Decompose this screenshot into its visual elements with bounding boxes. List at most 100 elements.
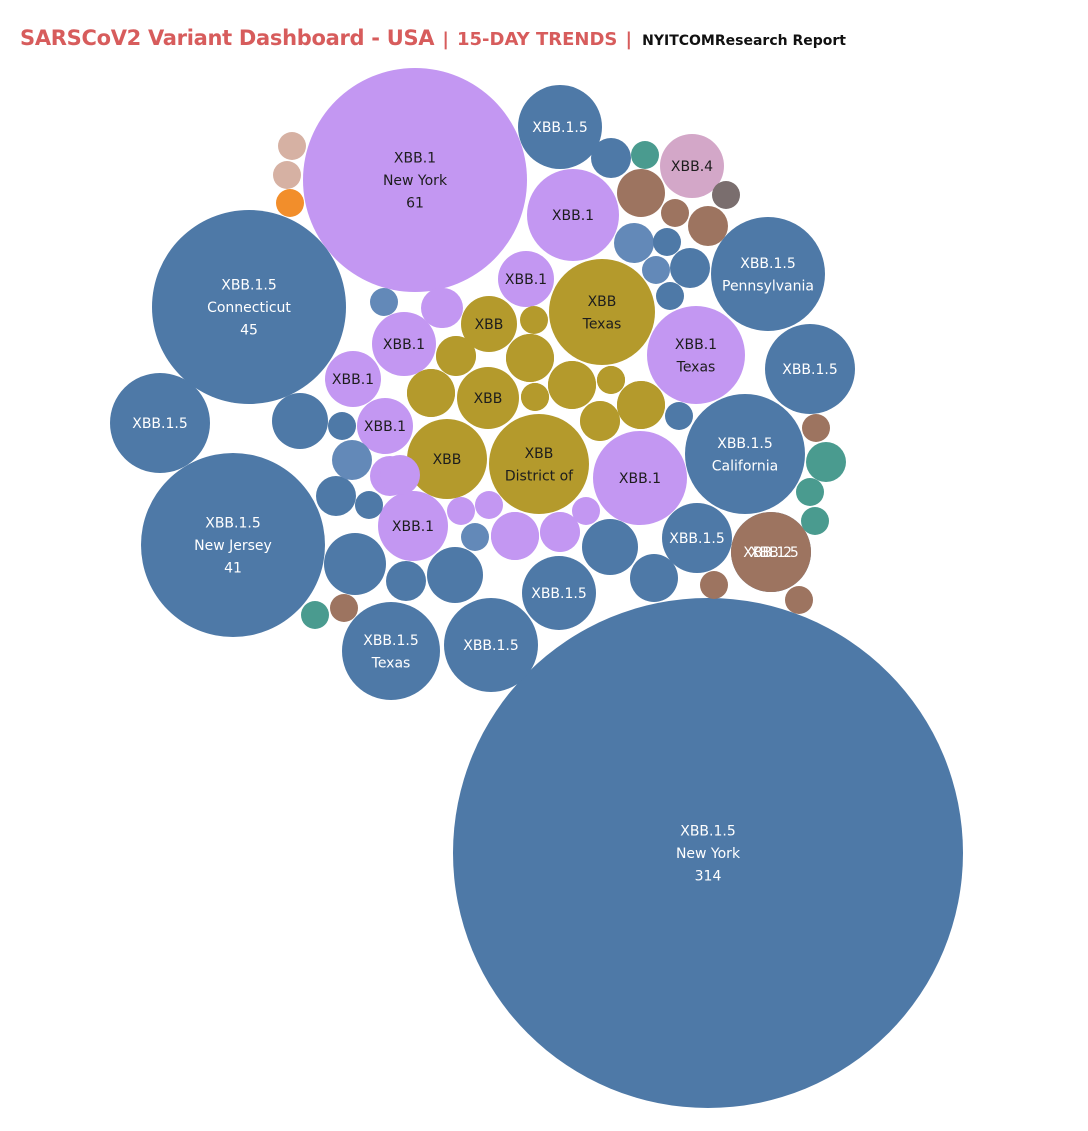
bubble-xbb-1-5[interactable]: [332, 440, 372, 480]
bubble-xbb-1-5[interactable]: [591, 138, 631, 178]
bubble-label: New Jersey: [194, 538, 272, 554]
bubble-xbb-2[interactable]: [806, 442, 846, 482]
bubble-label: XBB.1.5: [717, 436, 773, 452]
bubble-xbb-1-5[interactable]: [582, 519, 638, 575]
bubble-label: XBB: [474, 391, 503, 407]
bubble-xbb-1[interactable]: [498, 251, 554, 307]
bubble-xbb-1-5[interactable]: [765, 324, 855, 414]
bubble-xbb-1-5[interactable]: [522, 556, 596, 630]
bubble-xbb-2[interactable]: [785, 586, 813, 614]
bubble-xbb-1-5[interactable]: [642, 256, 670, 284]
bubble-xbb-1-5[interactable]: [662, 503, 732, 573]
bubble-label: XBB: [475, 317, 504, 333]
bubble-xbb-1-5[interactable]: [342, 602, 440, 700]
bubble-xbb-1-5[interactable]: [328, 412, 356, 440]
bubble-xbb-1-5[interactable]: [272, 393, 328, 449]
bubble-xbb-1-5[interactable]: [461, 523, 489, 551]
bubble-label: XBB.1: [675, 337, 717, 353]
bubble-xbb-1-5[interactable]: [355, 491, 383, 519]
bubble-xbb-2[interactable]: [661, 199, 689, 227]
bubble-xbb-1-5[interactable]: [711, 217, 825, 331]
bubble-bq-1[interactable]: [273, 161, 301, 189]
bubble-xbb-1-5[interactable]: [685, 394, 805, 514]
bubble-xbb-1-5[interactable]: [614, 223, 654, 263]
bubble-xbb-1-5[interactable]: [572, 497, 600, 525]
bubble-xbb-1-5[interactable]: [316, 476, 356, 516]
bubble-xbb-1-5[interactable]: [630, 554, 678, 602]
bubble-xbb-1-5[interactable]: [656, 282, 684, 310]
bubble-xbb[interactable]: [461, 296, 517, 352]
bubble-bq-1-1[interactable]: [631, 141, 659, 169]
bubble-label: XBB.1: [392, 519, 434, 535]
bubble-ba-5[interactable]: [712, 181, 740, 209]
bubble-xbb-1[interactable]: [540, 512, 580, 552]
bubble-xbb[interactable]: [407, 419, 487, 499]
bubble-xbb-1[interactable]: [378, 491, 448, 561]
bubble-xbb-1[interactable]: [357, 398, 413, 454]
bubble-xbb-1-5[interactable]: [324, 533, 386, 595]
title-separator-2: |: [625, 29, 633, 50]
bubble-xbb-1-5[interactable]: [453, 598, 963, 1108]
bubble-xbb-1-5[interactable]: [665, 402, 693, 430]
bubble-xbb-1-5[interactable]: [386, 561, 426, 601]
bubble-label: 61: [406, 196, 424, 212]
bubble-xbb-1-5[interactable]: [447, 497, 475, 525]
bubble-bq-1-1[interactable]: [796, 478, 824, 506]
bubble-xbb[interactable]: [580, 401, 620, 441]
bubble-xbb-1[interactable]: [436, 336, 476, 376]
bubble-xbb-1-5[interactable]: [670, 248, 710, 288]
bubble-bq-1-1[interactable]: [301, 601, 329, 629]
bubble-xbb-2[interactable]: [688, 206, 728, 246]
bubble-label: XBB.1: [364, 419, 406, 435]
bubble-xbb[interactable]: [489, 414, 589, 514]
bubble-bq-1-1[interactable]: [278, 132, 306, 160]
bubble-xbb[interactable]: [617, 169, 665, 217]
bubble-xbb-2[interactable]: [731, 512, 811, 592]
bubble-xbb-1[interactable]: [303, 68, 527, 292]
bubble-label: XBB.1.5: [205, 516, 261, 532]
bubble-xbb-1[interactable]: [372, 312, 436, 376]
bubble-label: XBB.1: [619, 471, 661, 487]
bubble-xbb-1-5[interactable]: [427, 547, 483, 603]
bubble-xbb-1-5[interactable]: [653, 228, 681, 256]
bubble-xbb-1[interactable]: [527, 169, 619, 261]
bubble-label: Connecticut: [207, 300, 291, 316]
bubble-label: XBB.1: [552, 208, 594, 224]
bubble-xbb-1[interactable]: [647, 306, 745, 404]
bubble-xbb-1[interactable]: [380, 455, 420, 495]
bubble-xbb[interactable]: [506, 334, 554, 382]
bubble-label: XBB.1: [394, 151, 436, 167]
bubble-bq-1-1[interactable]: [801, 507, 829, 535]
title-separator: |: [442, 29, 449, 50]
bubble-label: XBB.1.5: [680, 824, 736, 840]
bubble-xbb[interactable]: [521, 383, 549, 411]
bubble-xbb-1-5[interactable]: [141, 453, 325, 637]
bubble-xbb-2[interactable]: [700, 571, 728, 599]
bubble-xbb-1-5[interactable]: [110, 373, 210, 473]
bubble-label: XBB.1.5: [669, 531, 725, 547]
bubble-label: XBB.1.5: [221, 278, 277, 294]
bubble-xbb[interactable]: [617, 381, 665, 429]
bubble-xbb-2[interactable]: [802, 414, 830, 442]
bubble-xbb[interactable]: [597, 366, 625, 394]
bubble-label: XBB: [525, 446, 554, 462]
bubble-xbb-4[interactable]: [660, 134, 724, 198]
bubble-xbb-1-5[interactable]: [518, 85, 602, 169]
bubble-xbb[interactable]: [548, 361, 596, 409]
bubble-xbb[interactable]: [457, 367, 519, 429]
bubble-bq-1[interactable]: [276, 189, 304, 217]
bubble-label: XBB.1: [505, 272, 547, 288]
bubble-xbb-1-5[interactable]: [475, 491, 503, 519]
bubble-xbb-1[interactable]: [593, 431, 687, 525]
bubble-xbb-1[interactable]: [491, 512, 539, 560]
bubble-xbb-1-5[interactable]: [444, 598, 538, 692]
bubble-xbb-1-5[interactable]: [152, 210, 346, 404]
bubble-xbb-2[interactable]: [330, 594, 358, 622]
bubble-xbb-1-5[interactable]: [370, 288, 398, 316]
bubble-xbb-1[interactable]: [325, 351, 381, 407]
bubble-xbb-1[interactable]: [421, 288, 461, 328]
bubble-xbb-1[interactable]: [520, 306, 548, 334]
bubble-xbb[interactable]: [407, 369, 455, 417]
bubble-xbb[interactable]: [549, 259, 655, 365]
